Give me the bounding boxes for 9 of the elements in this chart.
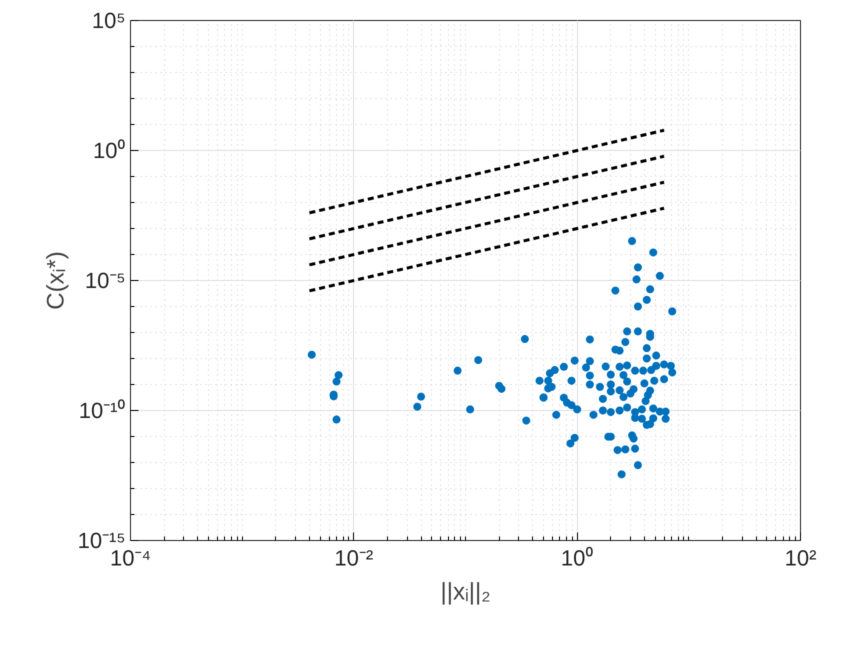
x-axis-title: ||xᵢ||₂ [440, 578, 491, 606]
x-tick-label: 10⁻² [334, 546, 374, 570]
y-axis-title: C(xᵢ*) [42, 251, 70, 310]
x-tick-label: 10⁰ [560, 546, 594, 570]
y-tick-label: 10⁻¹⁰ [78, 398, 126, 423]
y-tick-label: 10⁵ [92, 8, 126, 33]
x-tick-label: 10² [784, 546, 816, 570]
y-tick-label: 10⁰ [93, 138, 126, 163]
y-tick-label: 10⁻⁵ [84, 268, 126, 293]
